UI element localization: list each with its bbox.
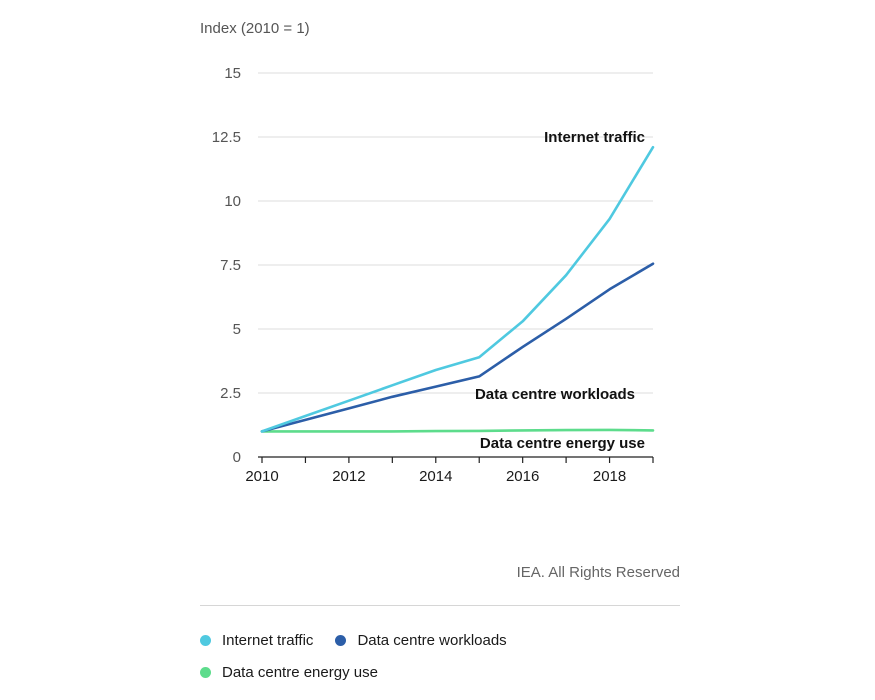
x-tick-label: 2018 [593,468,626,485]
series-annotation-label: Data centre energy use [480,435,645,452]
legend-item-data-centre-energy-use[interactable]: Data centre energy use [200,664,378,681]
legend-item-internet-traffic[interactable]: Internet traffic [200,632,313,649]
x-tick-label: 2012 [332,468,365,485]
series-annotation-label: Internet traffic [544,129,645,146]
series-annotation-label: Data centre workloads [475,386,635,403]
legend-label: Internet traffic [222,631,314,649]
legend-divider [200,605,680,606]
y-tick-label: 0 [233,449,241,466]
y-axis-title: Index (2010 = 1) [200,20,310,37]
y-tick-label: 10 [224,193,241,210]
legend-dot-icon [200,634,211,646]
chart-legend: Internet traffic Data centre workloads D… [200,624,680,688]
series-lines [260,145,655,433]
y-axis-ticks: 0 2.5 5 7.5 10 12.5 15 [212,65,241,466]
x-tick-label: 2014 [419,468,452,485]
legend-dot-icon [335,634,347,646]
series-line-data-centre-workloads [260,262,655,433]
legend-label: Data centre energy use [222,663,378,681]
x-axis: 2010 2012 2014 2016 2018 [245,456,654,485]
legend-label: Data centre workloads [357,631,507,649]
y-tick-label: 7.5 [220,257,241,274]
series-annotations: Internet traffic Data centre workloads Dat… [475,129,645,452]
series-line-data-centre-energy-use [260,428,655,433]
y-tick-label: 2.5 [220,385,241,402]
gridlines [258,72,653,394]
y-tick-label: 15 [224,65,241,82]
series-line-internet-traffic [260,145,655,433]
copyright-credit: IEA. All Rights Reserved [516,564,680,581]
x-tick-label: 2016 [506,468,539,485]
y-tick-label: 5 [233,321,241,338]
legend-row: Internet traffic Data centre workloads [200,624,680,656]
legend-dot-icon [200,666,211,678]
legend-item-data-centre-workloads[interactable]: Data centre workloads [335,631,507,649]
y-tick-label: 12.5 [212,129,241,146]
x-tick-label: 2010 [245,468,278,485]
legend-row: Data centre energy use [200,656,680,688]
